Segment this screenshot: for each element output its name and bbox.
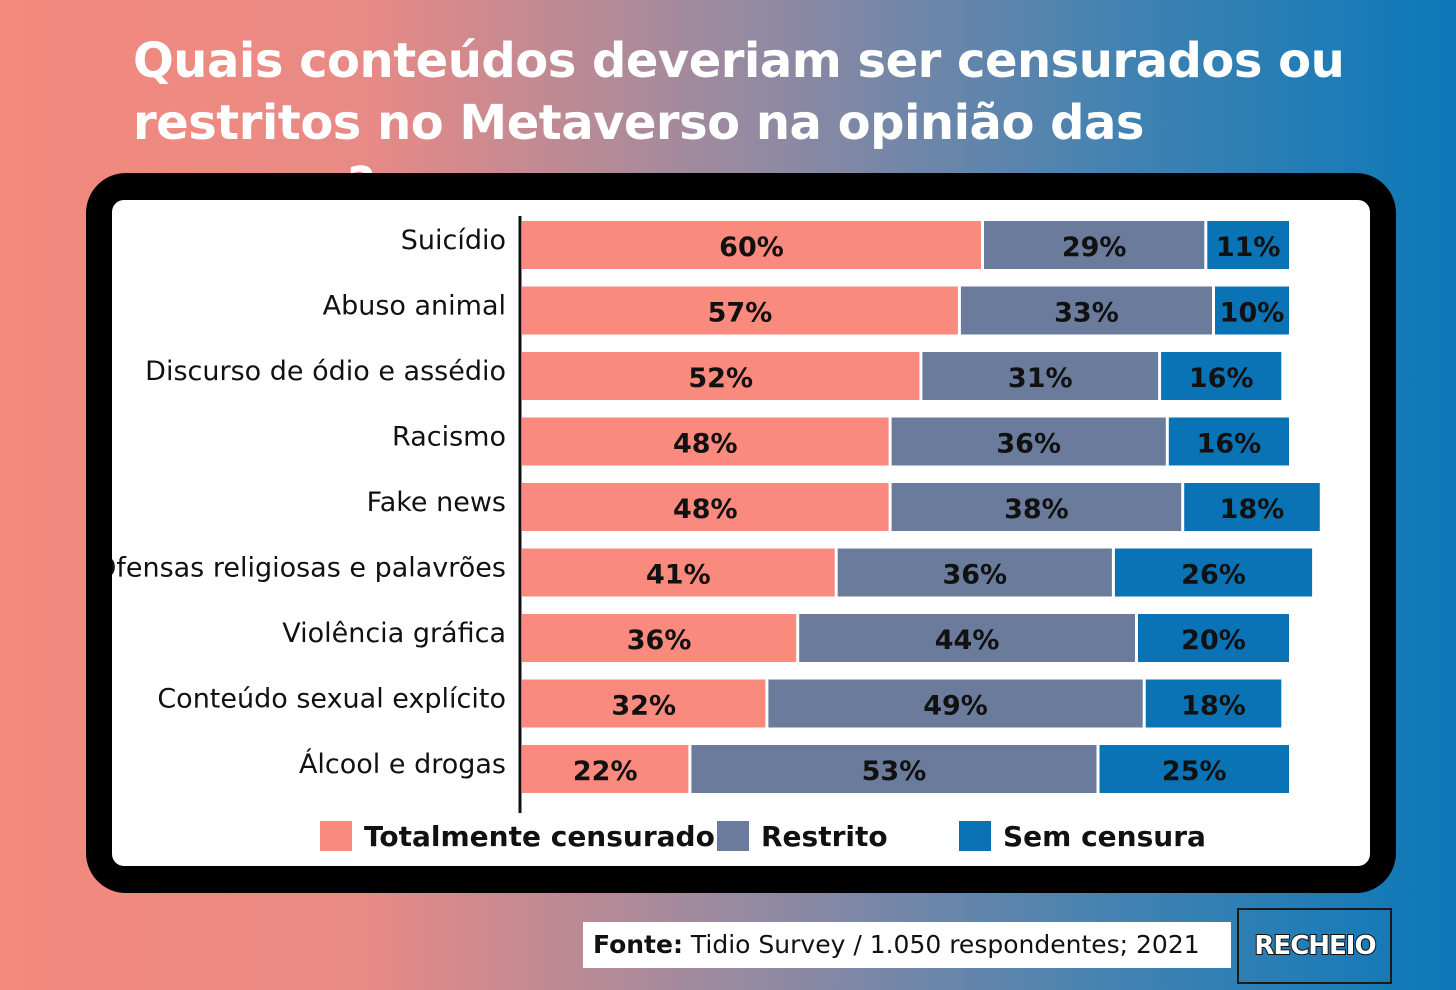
data-label: 20% (1181, 625, 1246, 656)
data-label: 11% (1216, 232, 1281, 263)
data-label: 18% (1220, 494, 1285, 525)
bar-segment-3 (1184, 483, 1320, 531)
data-label: 32% (611, 691, 676, 722)
legend-swatch-1 (320, 821, 352, 851)
data-label: 18% (1181, 691, 1246, 722)
bar-segment-3 (1099, 745, 1289, 793)
data-label: 49% (923, 691, 988, 722)
data-label: 29% (1062, 232, 1127, 263)
category-label: Ofensas religiosas e palavrões (112, 553, 506, 584)
logo-frame (1237, 908, 1392, 984)
chart-title: Quais conteúdos deveriam ser censurados … (133, 33, 1345, 213)
bar-segment-3 (1145, 679, 1282, 728)
category-label: Discurso de ódio e assédio (145, 356, 506, 387)
bar-segment-1 (522, 417, 889, 466)
data-label: 53% (862, 756, 927, 787)
data-label: 57% (708, 298, 773, 329)
source-text: Tidio Survey / 1.050 respondentes; 2021 (690, 930, 1200, 959)
bar-segment-2 (691, 745, 1097, 793)
bar-segment-2 (891, 483, 1182, 531)
category-label: Álcool e drogas (299, 748, 506, 780)
data-label: 60% (719, 232, 784, 263)
bar-segment-2 (891, 417, 1166, 466)
category-label: Racismo (392, 422, 506, 453)
data-label: 48% (673, 494, 738, 525)
data-label: 22% (573, 756, 638, 787)
bar-segment-2 (799, 614, 1135, 662)
bar-segment-1 (522, 745, 689, 793)
legend-label-2: Restrito (761, 820, 888, 853)
legend-label-1: Totalmente censurado (364, 820, 715, 853)
bar-segment-2 (768, 679, 1143, 728)
recheio-logo: RECHEIO (1253, 930, 1377, 962)
bar-segment-3 (1168, 417, 1289, 466)
chart-panel: Suicídio 60% 29% 11% Abuso animal 57% 33% 10% Di… (112, 200, 1370, 866)
data-label: 25% (1162, 756, 1227, 787)
bar-segment-1 (522, 483, 889, 531)
bar-segment-3 (1138, 614, 1289, 662)
legend-swatch-2 (717, 821, 749, 851)
bar-segment-1 (522, 679, 766, 728)
data-label: 31% (1008, 363, 1073, 394)
category-label: Fake news (367, 487, 506, 518)
data-label: 36% (996, 429, 1061, 460)
bar-segment-3 (1207, 221, 1289, 269)
data-label: 16% (1197, 429, 1262, 460)
data-label: 41% (646, 560, 711, 591)
category-label: Violência gráfica (282, 618, 506, 649)
bar-segment-2 (984, 221, 1205, 269)
bar-segment-1 (522, 221, 981, 269)
legend-label-3: Sem censura (1003, 820, 1206, 853)
data-label: 36% (627, 625, 692, 656)
bar-segment-1 (522, 352, 920, 400)
data-label: 33% (1054, 298, 1119, 329)
data-label: 44% (935, 625, 1000, 656)
category-label: Conteúdo sexual explícito (157, 684, 506, 715)
bar-segment-2 (960, 286, 1212, 335)
bar-segment-1 (522, 614, 797, 662)
bar-segment-2 (922, 352, 1159, 400)
data-label: 48% (673, 429, 738, 460)
data-label: 10% (1220, 298, 1285, 329)
data-label: 52% (688, 363, 753, 394)
bar-segment-1 (522, 286, 958, 335)
data-label: 26% (1181, 560, 1246, 591)
bar-segment-3 (1215, 286, 1289, 335)
bar-segment-1 (522, 548, 835, 597)
category-label: Abuso animal (323, 291, 506, 322)
source-note: Fonte: Tidio Survey / 1.050 respondentes… (583, 922, 1231, 968)
bar-segment-3 (1161, 352, 1282, 400)
data-label: 36% (942, 560, 1007, 591)
category-label: Suicídio (401, 225, 506, 256)
data-label: 16% (1189, 363, 1254, 394)
source-prefix: Fonte: (593, 930, 683, 959)
bar-segment-3 (1114, 548, 1313, 597)
data-label: 38% (1004, 494, 1069, 525)
legend-swatch-3 (959, 821, 991, 851)
bar-segment-2 (837, 548, 1112, 597)
stacked-bar-chart: Suicídio 60% 29% 11% Abuso animal 57% 33% 10% Di… (112, 216, 1320, 853)
